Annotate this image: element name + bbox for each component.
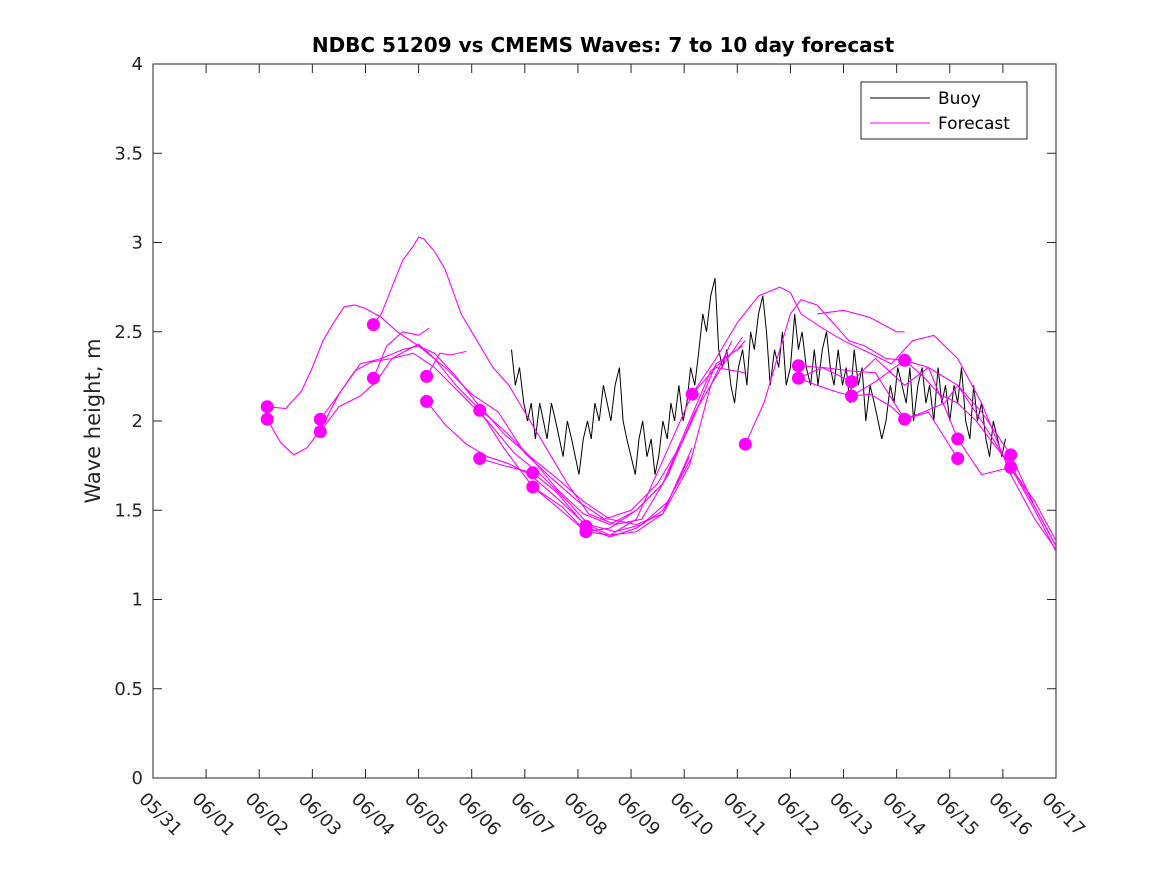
forecast-start-marker [473, 452, 487, 465]
y-tick-label: 2.5 [114, 322, 143, 343]
y-tick-label: 0.5 [114, 679, 143, 700]
forecast-start-marker [791, 359, 805, 373]
forecast-start-marker [420, 369, 434, 383]
forecast-series-line-18 [816, 309, 905, 333]
forecast-series-line-7 [426, 350, 467, 377]
forecast-series-line-13 [691, 286, 1056, 550]
forecast-series-line-15 [798, 377, 1056, 552]
forecast-series-line-4 [319, 343, 743, 526]
y-tick-label: 4 [132, 54, 143, 75]
y-tick-label: 1 [132, 590, 143, 611]
y-tick-label: 3.5 [114, 143, 143, 164]
forecast-start-marker [366, 318, 380, 332]
forecast-series-line-8 [426, 401, 693, 536]
forecast-start-marker [738, 437, 752, 451]
forecast-start-marker [898, 353, 912, 367]
legend-forecast-label: Forecast [938, 114, 1010, 134]
legend-box [860, 81, 1028, 140]
forecast-start-marker [685, 387, 699, 401]
forecast-series-line-1 [267, 304, 685, 520]
forecast-start-marker [579, 525, 593, 539]
legend: Buoy Forecast [860, 81, 1028, 140]
forecast-series-line-16 [798, 366, 959, 459]
series-group [260, 236, 1056, 552]
forecast-start-marker [845, 375, 858, 389]
chart-title: NDBC 51209 vs CMEMS Waves: 7 to 10 day f… [312, 33, 895, 57]
forecast-series-line-9 [479, 366, 746, 536]
forecast-start-marker [951, 452, 965, 465]
forecast-start-marker [1004, 448, 1018, 462]
y-tick-label: 2 [132, 411, 143, 432]
forecast-series-line-12 [744, 298, 1056, 547]
y-tick-label: 0 [132, 768, 143, 789]
forecast-series-line-5 [372, 236, 744, 526]
forecast-start-marker [791, 371, 805, 385]
buoy-series-line [511, 278, 1006, 475]
legend-buoy-label: Buoy [938, 89, 981, 109]
forecast-start-marker [526, 480, 540, 494]
forecast-start-marker [313, 425, 327, 439]
y-axis-label: Wave height, m [81, 338, 105, 503]
forecast-start-marker [420, 394, 434, 408]
forecast-series-line-6 [372, 327, 430, 379]
forecast-start-marker [366, 371, 380, 385]
forecast-start-marker [473, 403, 487, 417]
forecast-series-line-11 [532, 340, 746, 533]
y-tick-label: 1.5 [114, 500, 143, 521]
forecast-start-marker [1004, 460, 1018, 474]
forecast-series-line-2 [266, 352, 690, 533]
forecast-start-marker [526, 466, 540, 480]
y-tick-label: 3 [132, 233, 143, 254]
forecast-start-marker [260, 400, 274, 414]
forecast-start-marker [898, 412, 912, 426]
forecast-start-marker [845, 389, 858, 403]
forecast-start-marker [313, 412, 327, 426]
forecast-start-marker [951, 432, 965, 446]
forecast-start-marker [260, 412, 274, 426]
